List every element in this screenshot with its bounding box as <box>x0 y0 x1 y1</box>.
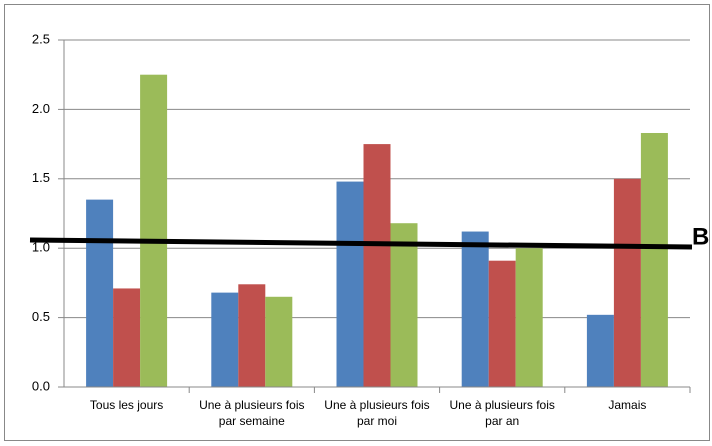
bar <box>211 292 239 387</box>
bar <box>363 144 391 387</box>
x-tick-label: Tous les jours <box>89 398 164 412</box>
bar <box>113 288 141 387</box>
y-tick-label: 0.5 <box>32 309 50 324</box>
x-tick-label: Jamais <box>608 398 647 412</box>
bar <box>488 260 516 387</box>
chart-border <box>4 4 710 441</box>
bar <box>238 284 266 387</box>
bar <box>461 231 489 387</box>
x-tick-label: Une à plusieurs fois par semaine <box>199 398 305 428</box>
bar <box>336 181 364 387</box>
annotation: B <box>692 223 709 250</box>
bar <box>390 223 418 387</box>
x-tick-label: Une à plusieurs fois par an <box>449 398 555 428</box>
y-tick-label: 2.5 <box>32 31 50 46</box>
y-tick-label: 0.0 <box>32 378 50 393</box>
x-tick-label: Une à plusieurs fois par moi <box>324 398 430 428</box>
bar <box>265 296 293 387</box>
annotation-line <box>29 237 693 250</box>
bar <box>140 74 168 387</box>
bar <box>86 199 114 387</box>
y-tick-label: 2.0 <box>32 101 50 116</box>
bar <box>640 132 668 387</box>
y-tick-label: 1.0 <box>32 240 50 255</box>
bar <box>613 178 641 387</box>
y-tick-label: 1.5 <box>32 170 50 185</box>
bar <box>586 314 614 387</box>
bar <box>515 248 543 387</box>
